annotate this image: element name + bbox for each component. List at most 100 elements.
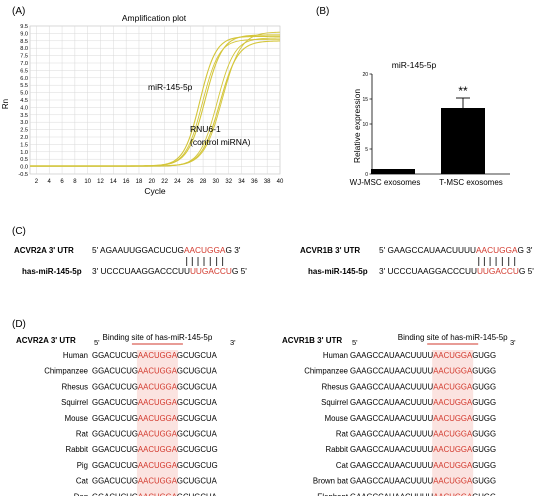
gene-label: ACVR1B 3' UTR xyxy=(282,336,342,345)
aligned-sequence: GGACUCUGAACUGGAGCUGCUG xyxy=(92,461,218,470)
bar-y-tick-label: 20 xyxy=(362,72,368,78)
species-name: Cat xyxy=(76,477,89,486)
x-tick-label: 40 xyxy=(277,179,284,185)
y-tick-label: 1.5 xyxy=(20,142,28,148)
aligned-sequence: GGACUCUGAACUGGAGCUGCUG xyxy=(92,445,218,454)
amplification-curves xyxy=(30,31,281,167)
y-tick-label: 4.0 xyxy=(20,105,28,111)
y-tick-label: 7.5 xyxy=(20,54,28,60)
x-tick-label: 30 xyxy=(213,179,220,185)
y-tick-label: 5.5 xyxy=(20,83,28,89)
x-tick-label: 8 xyxy=(73,179,77,185)
aligned-sequence: GAAGCCAUAACUUUUAACUGGAGUGG xyxy=(350,351,496,360)
aligned-sequence: GAAGCCAUAACUUUUAACUGGAGUGG xyxy=(350,445,496,454)
amplification-title: Amplification plot xyxy=(122,13,187,23)
aligned-sequence: GGACUCUGAACUGGAGCUGCUA xyxy=(92,351,218,360)
x-tick-label: 12 xyxy=(97,179,104,185)
amplification-x-ticks: 2 4 6 8 10 12 14 16 18 20 22 24 26 28 30 32 34 36 38 40 xyxy=(35,179,284,185)
x-tick-label: 26 xyxy=(187,179,194,185)
species-name: Human xyxy=(63,351,88,360)
aligned-sequence: GAAGCCAUAACUUUUAACUGGAGUGG xyxy=(350,367,496,376)
x-tick-label: 38 xyxy=(264,179,271,185)
species-name: Rat xyxy=(336,430,349,439)
amplification-y-ticks: -0.50.0 0.51.0 1.52.02.5 3.03.5 4.04.55.0 5.5… xyxy=(18,24,28,178)
species-name: Squirrel xyxy=(61,398,88,407)
y-tick-label: 2.0 xyxy=(20,135,28,141)
species-name: Elephant xyxy=(317,492,349,496)
aligned-sequence: GAAGCCAUAACUUUUAACUGGAGUGG xyxy=(350,382,496,391)
species-name: Chimpanzee xyxy=(44,367,88,376)
aligned-sequence: GAAGCCAUAACUUUUAACUGGAGUGG xyxy=(350,492,496,496)
y-tick-label: 4.5 xyxy=(20,98,28,104)
x-tick-label: 18 xyxy=(136,179,143,185)
y-tick-label: 6.0 xyxy=(20,76,28,82)
aligned-sequence: GGACUCUGAACUGGAGCUGCUA xyxy=(92,477,218,486)
x-tick-label: 2 xyxy=(35,179,39,185)
y-tick-label: 3.5 xyxy=(20,113,28,119)
y-tick-label: 5.0 xyxy=(20,91,28,97)
species-name: Mouse xyxy=(325,414,348,423)
aligned-sequence: GAAGCCAUAACUUUUAACUGGAGUGG xyxy=(350,430,496,439)
amplification-grid xyxy=(30,25,281,175)
target-sequence: 5' GAAGCCAUAACUUUUAACUGGAG 3' xyxy=(379,245,533,255)
significance-mark: ** xyxy=(458,84,468,98)
x-tick-label: 36 xyxy=(251,179,258,185)
curve-label-mir145: miR-145-5p xyxy=(148,82,193,92)
aligned-sequence: GAAGCCAUAACUUUUAACUGGAGUGG xyxy=(350,398,496,407)
target-sequence: 5' AGAAUUGGACUCUGAACUGGAG 3' xyxy=(92,245,241,255)
x-tick-label: 10 xyxy=(84,179,91,185)
mirna-label: has-miR-145-5p xyxy=(308,267,368,276)
aligned-sequence: GGACUCUGAACUGGAGCUGCUA xyxy=(92,492,218,496)
species-name: Chimpanzee xyxy=(304,367,348,376)
species-name: Dog xyxy=(74,492,88,496)
y-tick-label: 8.0 xyxy=(20,46,28,52)
panel-d-acvr2a-alignment: ACVR2A 3' UTR 5' 3' Human GGACUCUGAACUGGAGCU… xyxy=(16,333,236,496)
x-tick-label: 16 xyxy=(123,179,130,185)
y-tick-label: 1.0 xyxy=(20,150,28,156)
curve-label-rnu6: RNU6-1 xyxy=(190,124,221,134)
five-prime: 5' xyxy=(94,338,100,347)
panel-d-label: (D) xyxy=(12,319,26,330)
amplification-x-label: Cycle xyxy=(144,186,166,196)
binding-site-label: Binding site of has-miR-145-5p xyxy=(398,333,508,342)
curve-label-rnu6-control: (control miRNA) xyxy=(190,137,251,147)
gene-label: ACVR1B 3' UTR xyxy=(300,246,360,255)
y-tick-label: -0.5 xyxy=(18,172,28,178)
x-tick-label: 32 xyxy=(225,179,232,185)
bar-y-tick-label: 0 xyxy=(365,172,368,178)
gene-label: ACVR2A 3' UTR xyxy=(16,336,76,345)
bar xyxy=(441,108,485,174)
y-tick-label: 2.5 xyxy=(20,128,28,134)
species-name: Brown bat xyxy=(313,477,349,486)
bar-chart-y-label: Relative expression xyxy=(352,89,362,163)
species-name: Rabbit xyxy=(325,445,348,454)
species-name: Mouse xyxy=(65,414,88,423)
x-tick-label: 22 xyxy=(161,179,168,185)
aligned-sequence: GGACUCUGAACUGGAGCUGCUA xyxy=(92,430,218,439)
bar-y-tick-label: 10 xyxy=(362,122,368,128)
x-tick-label: 14 xyxy=(110,179,117,185)
x-tick-label: 24 xyxy=(174,179,181,185)
three-prime: 3' xyxy=(230,338,236,347)
aligned-sequence: GAAGCCAUAACUUUUAACUGGAGUGG xyxy=(350,461,496,470)
panel-c-label: (C) xyxy=(12,226,26,237)
bar xyxy=(371,169,415,174)
aligned-sequence: GGACUCUGAACUGGAGCUGCUA xyxy=(92,382,218,391)
panel-d-acvr1b-alignment: ACVR1B 3' UTR 5' 3'Human GAAGCCAUAACUUUUAAC… xyxy=(282,333,516,496)
species-name: Rat xyxy=(76,430,89,439)
bar-chart-bars: WJ-MSC exosomes ** T-MSC exosomes xyxy=(350,84,503,187)
amplification-plot: -0.50.0 0.51.0 1.52.02.5 3.03.5 4.04.55.0 5.5… xyxy=(18,24,284,185)
mirna-label: has-miR-145-5p xyxy=(22,267,82,276)
y-tick-label: 8.5 xyxy=(20,39,28,45)
bar-chart-y-ticks: 0 5 10 15 20 xyxy=(362,72,372,178)
three-prime: 3' xyxy=(510,338,516,347)
x-tick-label: 6 xyxy=(60,179,64,185)
species-name: Pig xyxy=(77,461,88,470)
panel-a-label: (A) xyxy=(12,6,25,17)
aligned-sequence: GAAGCCAUAACUUUUAACUGGAGUGG xyxy=(350,477,496,486)
y-tick-label: 6.5 xyxy=(20,68,28,74)
gene-label: ACVR2A 3' UTR xyxy=(14,246,74,255)
bar-chart-title: miR-145-5p xyxy=(392,60,437,70)
amplification-curve xyxy=(30,31,281,167)
